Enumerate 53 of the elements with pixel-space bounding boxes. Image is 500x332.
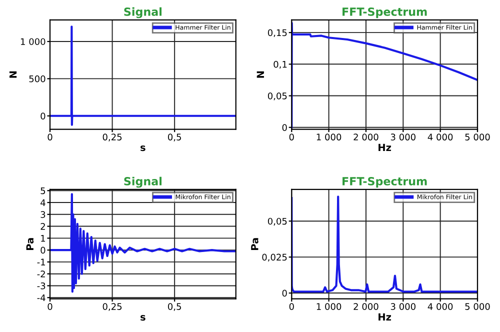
y-tick-label: -2 [37, 270, 45, 278]
x-tick-label: 5 000 [465, 303, 490, 310]
x-axis-title: Hz [378, 144, 391, 151]
x-tick-label: 1 000 [316, 303, 342, 310]
y-tick-label: 5 [40, 187, 46, 194]
y-tick-label: 0 [40, 246, 46, 254]
y-tick-label: 0,1 [274, 60, 287, 69]
line-series [292, 196, 478, 293]
chart-title: Signal [124, 7, 162, 18]
y-tick-label: -4 [37, 294, 46, 302]
y-axis-title: Pa [26, 238, 34, 250]
y-tick-label: 3 [40, 211, 46, 218]
x-tick-label: 2 000 [354, 303, 378, 310]
x-axis-title: s [140, 315, 146, 321]
x-tick-label: 0,25 [102, 303, 122, 311]
y-tick-label: 0 [282, 290, 287, 297]
y-tick-label: 0,15 [268, 29, 287, 38]
y-tick-label: 0 [40, 112, 46, 120]
x-tick-label: 0,5 [168, 134, 181, 142]
chart-title: FFT-Spectrum [342, 177, 427, 188]
y-tick-label: 0,05 [268, 218, 287, 226]
x-tick-label: 4 000 [428, 303, 453, 310]
x-tick-label: 0 [289, 134, 294, 140]
x-tick-label: 0 [48, 303, 52, 310]
line-series [50, 193, 236, 293]
y-tick-label: 0,025 [262, 254, 287, 262]
y-tick-label: 1 [41, 235, 45, 242]
x-tick-label: 3 000 [390, 134, 416, 140]
x-tick-label: 5 000 [465, 134, 490, 140]
x-tick-label: 0 [48, 134, 52, 140]
x-tick-label: 4 000 [428, 134, 453, 140]
x-tick-label: 0,5 [168, 303, 181, 311]
y-axis-title: Pa [251, 238, 258, 250]
y-tick-label: 4 [40, 199, 46, 206]
y-axis-title: N [256, 71, 264, 78]
x-axis-title: Hz [378, 313, 391, 320]
y-tick-label: 1 000 [20, 38, 46, 46]
chart-title: Signal [124, 176, 162, 188]
x-tick-label: 1 000 [316, 134, 342, 140]
line-series [292, 22, 478, 128]
y-tick-label: -3 [37, 282, 46, 290]
x-tick-label: 3 000 [390, 303, 416, 310]
y-tick-label: -1 [37, 258, 45, 266]
chart-title: FFT-Spectrum [342, 8, 427, 18]
x-tick-label: 0 [289, 303, 294, 310]
y-axis-title: N [9, 71, 17, 78]
y-tick-label: 500 [29, 75, 46, 82]
y-tick-label: 2 [40, 223, 45, 230]
y-tick-label: 0 [282, 124, 287, 131]
x-tick-label: 0,25 [102, 134, 122, 142]
y-tick-label: 0,05 [268, 92, 287, 100]
x-tick-label: 2 000 [354, 134, 378, 140]
x-axis-title: s [140, 146, 146, 152]
